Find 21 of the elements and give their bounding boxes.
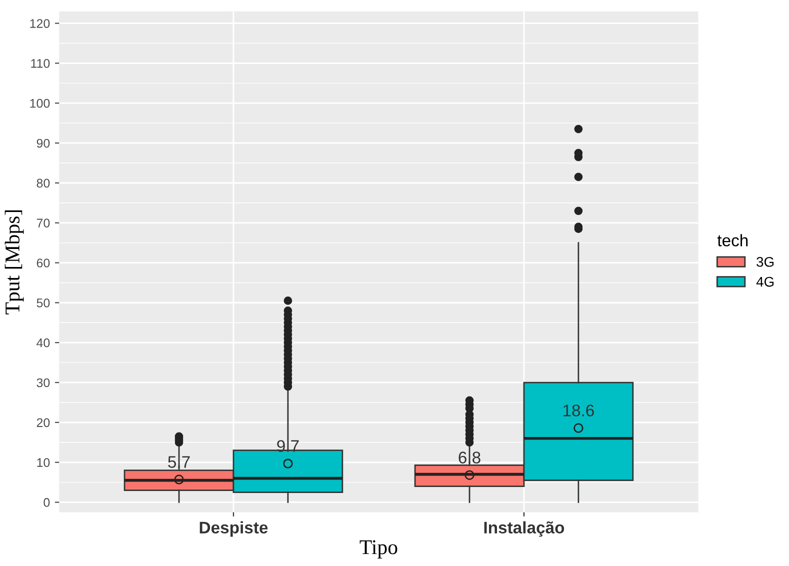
y-tick-label: 30 xyxy=(36,378,50,388)
y-tick-label: 60 xyxy=(36,258,50,268)
x-tick-label: Instalação xyxy=(484,521,564,537)
y-tick-label: 10 xyxy=(37,458,50,467)
legend-label: 4G xyxy=(756,276,774,287)
y-tick-label: 100 xyxy=(30,98,50,108)
text: 18.6 xyxy=(563,404,594,416)
y-tick-label: 50 xyxy=(36,298,50,308)
x-tick-label: Despiste xyxy=(200,521,268,537)
y-tick-label: 120 xyxy=(30,19,50,28)
y-tick-label: 110 xyxy=(31,59,50,68)
y-tick-label: 80 xyxy=(36,178,50,188)
legend-title: tech xyxy=(717,234,748,246)
x-axis-title: Tipo xyxy=(360,540,398,558)
y-tick-label: 70 xyxy=(36,218,50,228)
y-tick-label: 40 xyxy=(36,338,50,348)
y-axis-title: Tput [Mbps] xyxy=(4,210,24,314)
y-tick-label: 20 xyxy=(36,418,50,428)
legend-label: 3G xyxy=(756,256,774,267)
y-tick-label: 0 xyxy=(44,498,50,507)
y-tick-label: 90 xyxy=(36,138,50,148)
